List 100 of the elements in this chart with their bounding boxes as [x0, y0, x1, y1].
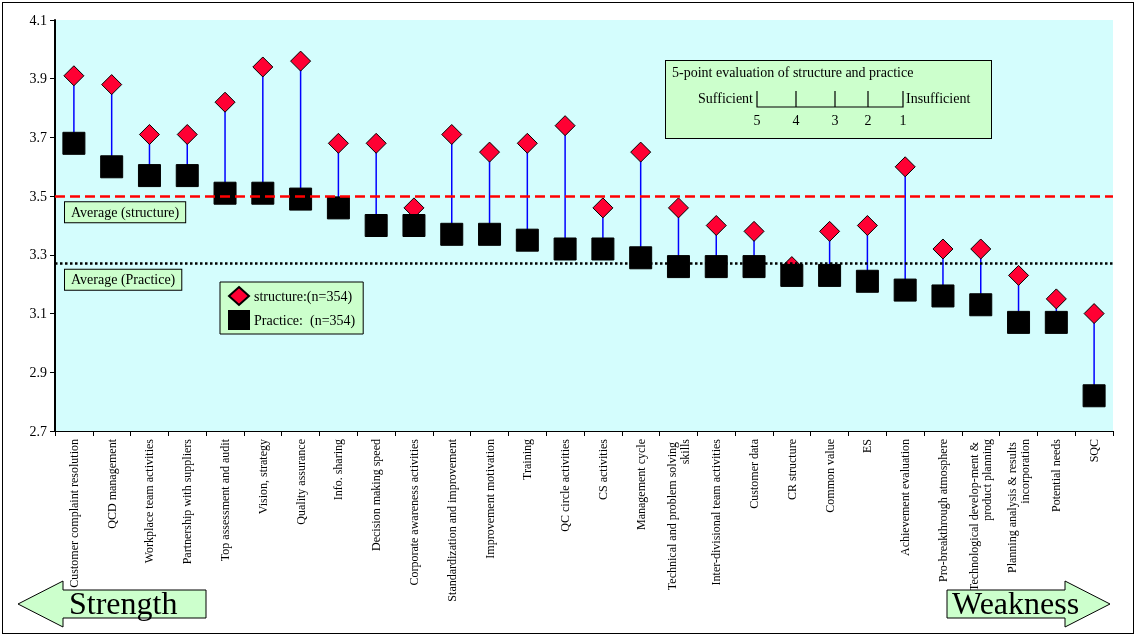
point [478, 222, 502, 246]
y-tick-label: 3.1 [29, 306, 47, 322]
x-tick-label: Corporate awareness activities [406, 438, 421, 586]
point [138, 123, 160, 145]
ref-line-label: Average (structure) [71, 204, 180, 221]
x-tick-label: CR structure [784, 439, 799, 500]
annotation: 4 [792, 113, 800, 129]
x-tick-label: Workplace team activities [142, 438, 157, 564]
annotation: Insufficient [906, 91, 971, 107]
x-tick-label: Customer data [747, 438, 762, 509]
point [1082, 384, 1106, 408]
point [780, 263, 804, 287]
x-tick-label: Info. sharing [331, 439, 346, 501]
ref-line-label: Average (Practice) [71, 272, 176, 289]
point [705, 215, 727, 236]
x-tick-label: Common value [822, 439, 837, 513]
point [591, 237, 615, 261]
point [1007, 310, 1031, 334]
point [970, 238, 992, 260]
point [441, 123, 463, 145]
point [516, 132, 538, 154]
point [440, 222, 464, 246]
point [554, 115, 576, 137]
annotation: Sufficient [698, 91, 753, 107]
y-tick-label: 3.3 [29, 247, 47, 263]
point [479, 141, 501, 163]
point [855, 269, 879, 293]
x-tick-label: QC circle activities [558, 438, 573, 532]
annotation: 3 [831, 113, 839, 129]
y-tick-label: 3.7 [29, 129, 47, 145]
point [176, 123, 198, 145]
x-tick-label: Improvement motivation [482, 439, 497, 559]
point [213, 181, 237, 205]
legend-label: structure:(n=354) [254, 288, 353, 305]
x-tick-label: Planning analysis & results incorporation [1005, 439, 1033, 573]
annotation: 1 [899, 113, 907, 129]
x-tick-label: Decision making speed [369, 439, 384, 551]
point [515, 228, 539, 252]
point [290, 50, 312, 72]
point [743, 220, 765, 242]
point [1083, 303, 1105, 325]
x-tick-label: Partnership with suppliers [180, 438, 195, 565]
point [101, 74, 123, 96]
point [629, 246, 653, 270]
point [704, 255, 728, 279]
point [894, 156, 916, 178]
y-tick-label: 3.9 [29, 71, 47, 87]
x-tick-label: Management cycle [633, 439, 648, 530]
point [137, 164, 161, 188]
legend-label: Practice: (n=354) [254, 312, 356, 329]
point [819, 220, 841, 242]
point [175, 164, 199, 188]
point [856, 215, 878, 236]
x-tick-label: Standardization and improvement [444, 438, 459, 602]
point [364, 214, 388, 237]
point [402, 214, 426, 237]
x-tick-label: Technical and problem solving skills [664, 438, 692, 591]
x-tick-label: Pro-breakthrough atmosphere [935, 439, 950, 582]
point [592, 197, 614, 219]
y-tick-label: 4.1 [29, 12, 47, 28]
point [1045, 288, 1067, 310]
x-tick-label: Customer complaint resolution [66, 439, 81, 588]
point [252, 56, 274, 78]
point [289, 187, 313, 211]
point [893, 278, 917, 302]
point [327, 132, 349, 154]
x-tick-label: ES [860, 439, 875, 454]
annotation: 5 [753, 113, 761, 129]
point [666, 255, 690, 279]
point [214, 91, 236, 113]
x-tick-label: Top assessment and audit [218, 438, 233, 562]
annotation: 2 [864, 113, 872, 129]
point [969, 293, 993, 317]
x-tick-label: Technological develop-ment & product planning [967, 439, 995, 592]
x-tick-label: QCD management [104, 438, 119, 529]
point [326, 196, 350, 220]
y-tick-label: 2.7 [29, 423, 47, 439]
x-tick-label: Vision, strategy [255, 439, 270, 515]
point [1044, 310, 1068, 334]
point [932, 238, 954, 260]
point [365, 132, 387, 154]
point [818, 263, 842, 287]
x-tick-label: Achievement evaluation [898, 439, 913, 556]
y-tick-label: 2.9 [29, 364, 47, 380]
x-tick-label: Potential needs [1049, 438, 1064, 512]
x-tick-label: Inter-divisional team activities [709, 438, 724, 586]
point [62, 131, 86, 155]
point [667, 197, 689, 219]
x-tick-label: Quality assurance [293, 439, 308, 525]
annotation: 5-point evaluation of structure and practice [672, 65, 914, 81]
point [1008, 264, 1030, 286]
x-tick-label: CS activities [595, 438, 610, 500]
point [63, 65, 85, 87]
y-tick-label: 3.5 [29, 188, 47, 204]
x-tick-label: SQC [1087, 439, 1102, 463]
point [553, 237, 577, 261]
point [100, 155, 124, 179]
point [742, 255, 766, 279]
point [630, 141, 652, 163]
x-tick-label: Training [520, 439, 535, 480]
